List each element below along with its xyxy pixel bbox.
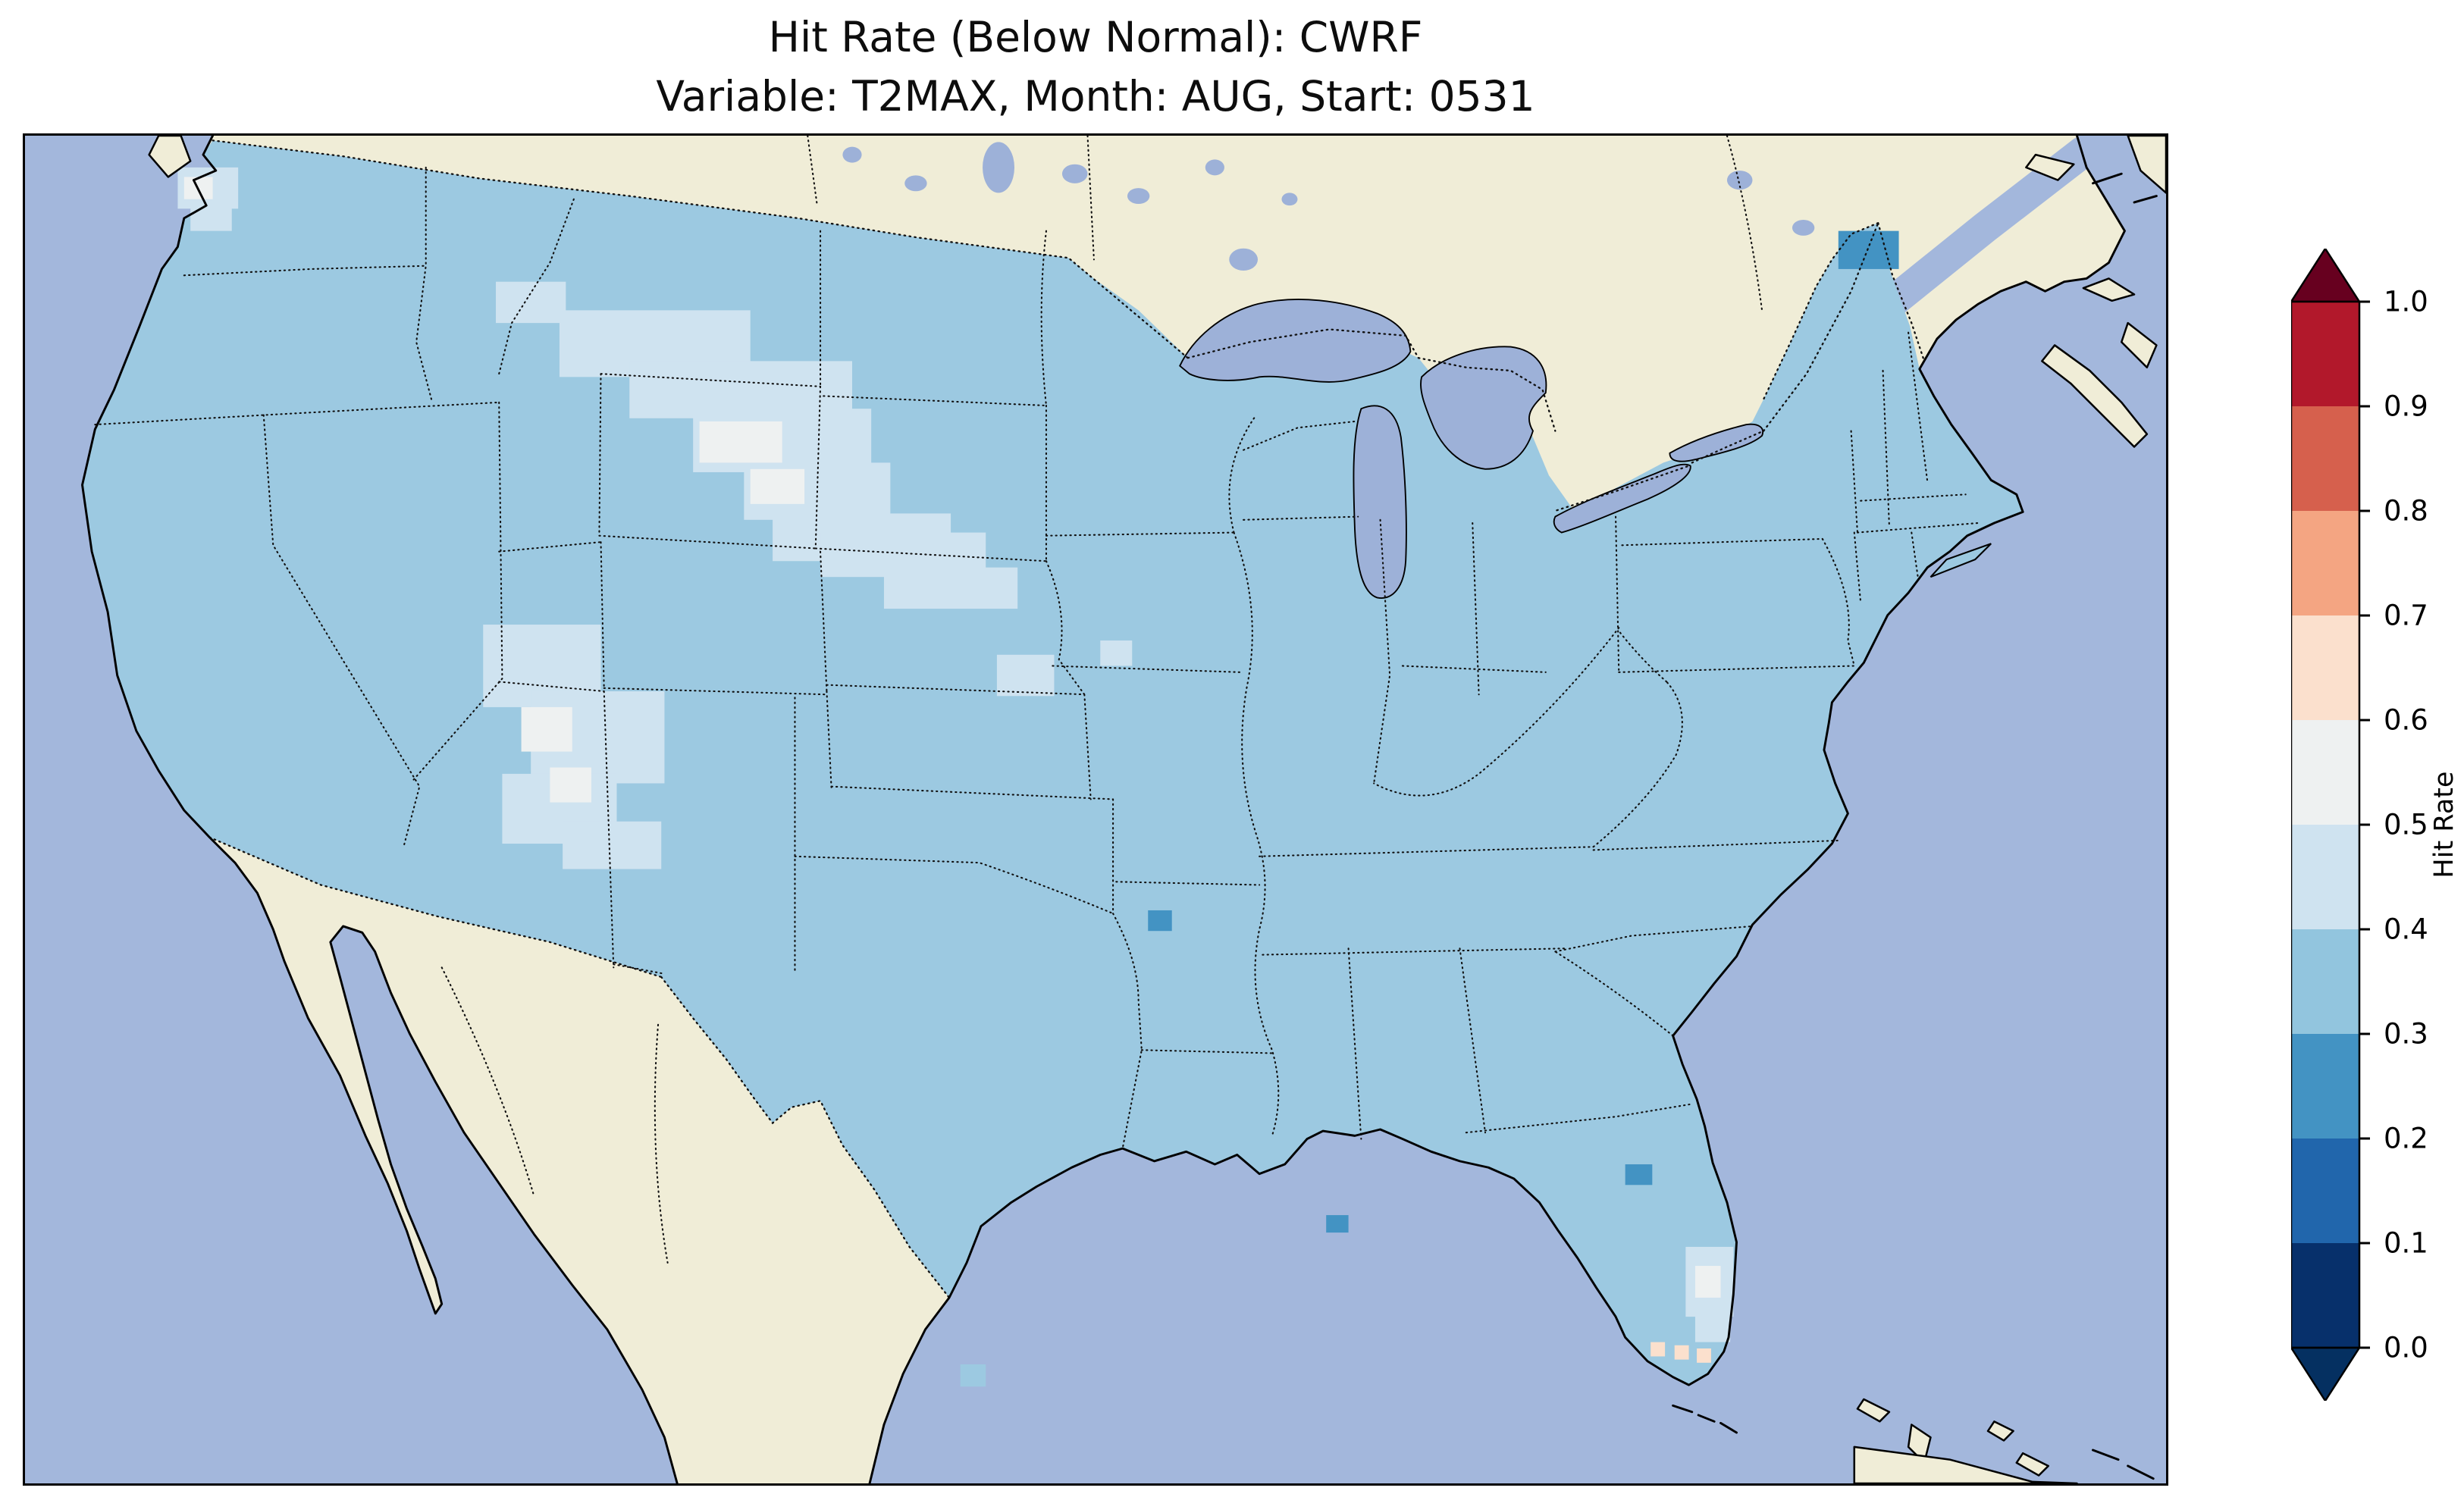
hit-rate-patches-white <box>183 177 1721 1298</box>
patch-white <box>550 767 591 803</box>
colorbar-segment <box>2291 302 2359 406</box>
island-coast-dashes <box>1672 172 2158 1480</box>
lake-erie <box>1553 463 1691 534</box>
nova-scotia <box>2041 344 2149 448</box>
coastal-cell <box>960 1364 986 1387</box>
colorbar-extend-over <box>2291 249 2362 303</box>
pacific-coastline <box>81 136 679 1483</box>
title-line-2: Variable: T2MAX, Month: AUG, Start: 0531 <box>656 72 1535 121</box>
colorbar-tick-label: 0.1 <box>2384 1226 2428 1260</box>
lake-ontario <box>1669 423 1764 462</box>
long-island <box>1930 543 1992 578</box>
colorbar-tick-label: 1.0 <box>2384 285 2428 318</box>
cell-pink <box>1651 1342 1666 1357</box>
patch-light <box>496 281 566 324</box>
lake <box>1726 171 1753 190</box>
lake <box>1205 159 1224 176</box>
canada-us-border <box>212 139 1926 512</box>
colorbar-segment <box>2291 615 2359 720</box>
figure-title: Hit Rate (Below Normal): CWRF Variable: … <box>23 8 2168 126</box>
title-line-1: Hit Rate (Below Normal): CWRF <box>768 13 1423 61</box>
bahamas-island <box>1986 1420 2014 1442</box>
us-hit-rate-fill <box>82 140 2024 1387</box>
lake <box>904 175 927 192</box>
lake <box>1127 188 1150 205</box>
vancouver-island <box>148 136 192 178</box>
lake <box>842 146 862 163</box>
colorbar-segment <box>2291 720 2359 825</box>
patch-white <box>699 421 782 463</box>
lake <box>1061 164 1088 183</box>
lake <box>1281 193 1298 206</box>
newfoundland-corner <box>2127 136 2166 194</box>
conus-map <box>25 136 2166 1483</box>
lake-nipigon <box>1229 248 1259 271</box>
colorbar-tick-label: 0.0 <box>2384 1331 2428 1364</box>
anticosti-island <box>2025 153 2075 181</box>
colorbar-tick-marks <box>2359 300 2370 1349</box>
colorbar-label: Hit Rate <box>2429 771 2459 879</box>
patch-light <box>1100 640 1133 666</box>
cell-pink <box>1674 1345 1689 1360</box>
coastlines <box>81 136 2158 1483</box>
patch-light <box>563 821 662 869</box>
canada-lakes <box>842 142 1815 271</box>
colorbar-segment <box>2291 406 2359 511</box>
cell-dark-gulf <box>1326 1215 1349 1233</box>
gulf-atlantic-coastline <box>868 136 2126 1483</box>
colorbar-segment <box>2291 825 2359 929</box>
colorbar-segment <box>2291 1034 2359 1139</box>
colorbar: 1.0 0.9 0.8 0.7 0.6 0.5 0.4 0.3 0.2 0.1 … <box>2291 249 2450 1401</box>
cell-dark-arkansas <box>1148 910 1172 932</box>
colorbar-tick-label: 0.7 <box>2384 599 2428 632</box>
colorbar-bar <box>2291 249 2370 1401</box>
colorbar-tick-label: 0.4 <box>2384 913 2428 946</box>
state-borders <box>94 136 1980 1264</box>
patch-light <box>190 205 232 231</box>
patch-white <box>521 706 572 752</box>
colorbar-tick-label: 0.3 <box>2384 1017 2428 1051</box>
colorbar-tick-label: 0.6 <box>2384 703 2428 737</box>
lake-huron <box>1420 346 1547 470</box>
colorbar-tick-label: 0.2 <box>2384 1122 2428 1155</box>
colorbar-extend-under <box>2291 1346 2362 1401</box>
lake <box>983 142 1014 193</box>
colorbar-tick-label: 0.8 <box>2384 494 2428 528</box>
prince-edward-island <box>2082 277 2136 302</box>
patch-light <box>1694 1313 1731 1342</box>
lake <box>1792 219 1815 236</box>
cell-dark-florida <box>1625 1164 1653 1185</box>
colorbar-segment <box>2291 1139 2359 1243</box>
conus-fill <box>82 140 2024 1386</box>
state-border-lines <box>94 136 1980 1264</box>
mexico-us-border <box>208 836 951 1299</box>
patch-light <box>883 567 1018 609</box>
hit-rate-cells-pink <box>1651 1342 1711 1363</box>
lake-michigan <box>1353 405 1407 599</box>
cape-breton <box>2120 321 2158 369</box>
bahamas-island <box>1856 1398 1891 1423</box>
bahamas-island <box>2015 1452 2050 1477</box>
national-borders <box>208 139 1926 1299</box>
patch-white <box>750 468 805 504</box>
lake-superior <box>1179 299 1412 383</box>
colorbar-tick-label: 0.5 <box>2384 808 2428 841</box>
colorbar-segment <box>2291 929 2359 1034</box>
patch-light <box>996 654 1055 697</box>
cell-pink <box>1697 1348 1711 1363</box>
colorbar-segment <box>2291 1243 2359 1348</box>
colorbar-segment <box>2291 511 2359 615</box>
great-lakes <box>842 142 1815 599</box>
cuba <box>1853 1445 2078 1483</box>
islands <box>148 136 2166 1483</box>
colorbar-tick-label: 0.9 <box>2384 390 2428 423</box>
patch-white <box>1694 1266 1721 1298</box>
map-axes <box>23 133 2168 1486</box>
